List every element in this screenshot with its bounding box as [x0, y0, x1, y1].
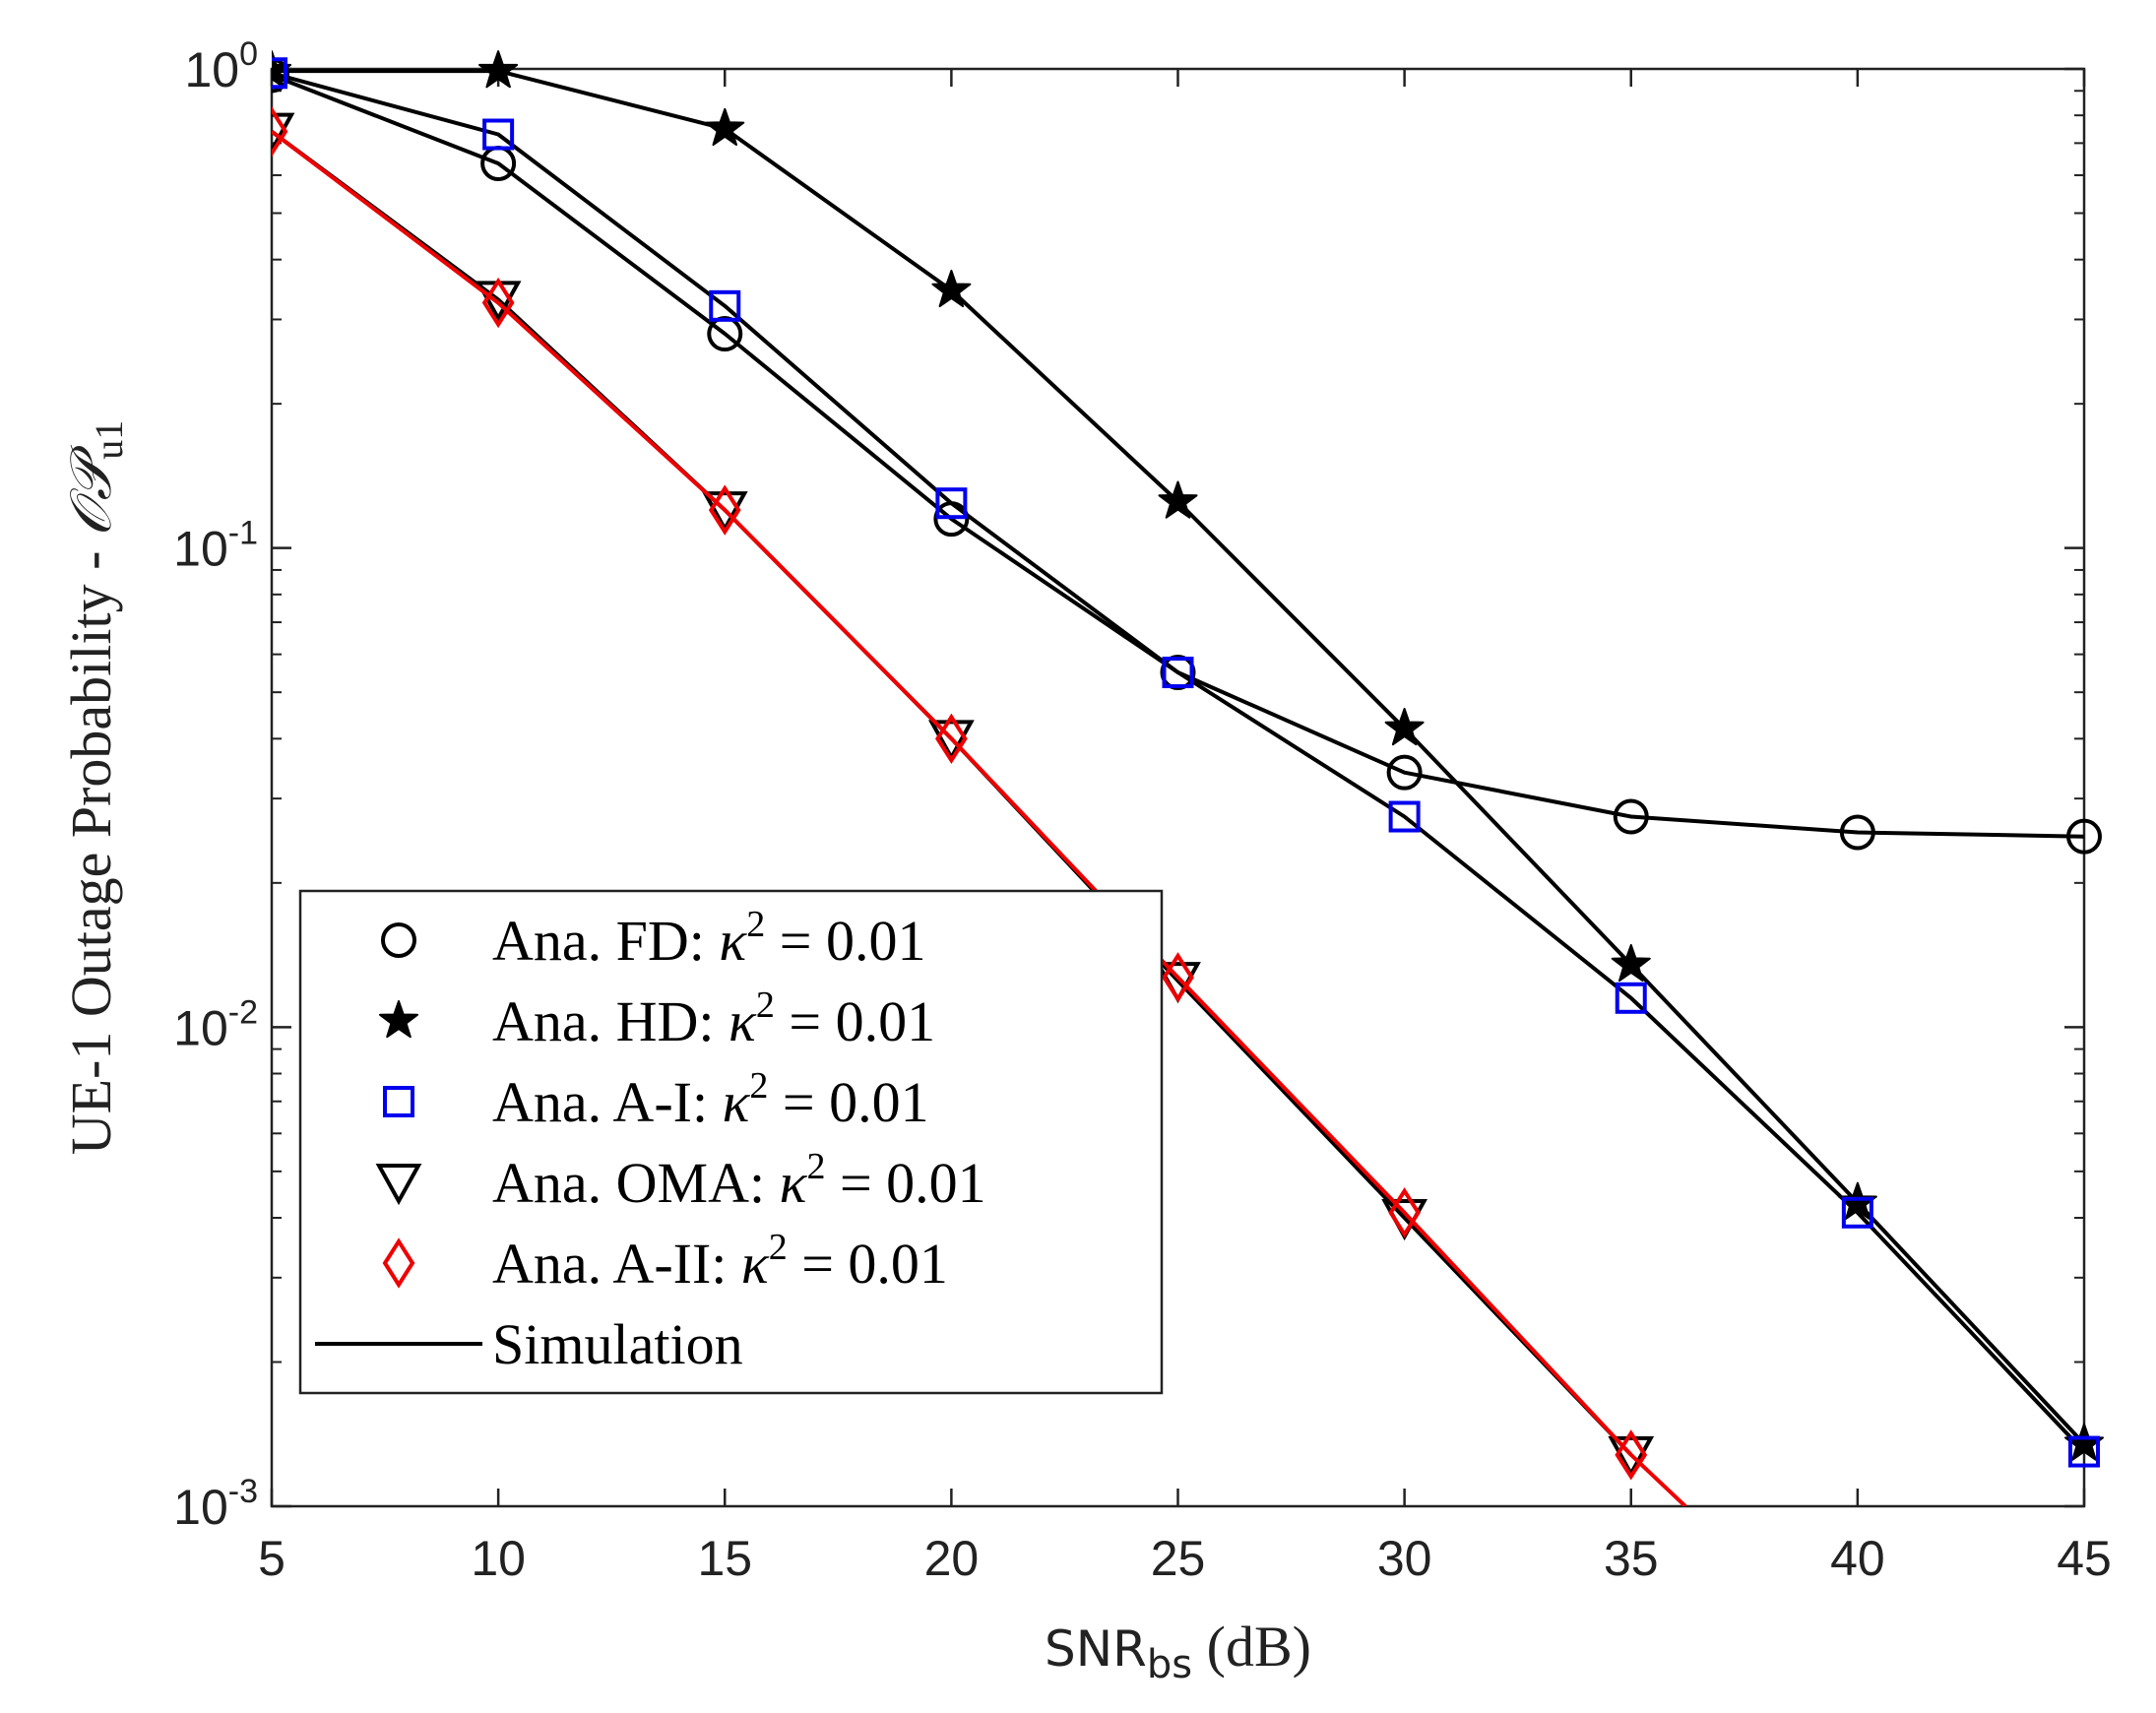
data-point-marker [478, 50, 519, 89]
legend-marker [379, 1000, 418, 1039]
data-point-marker [709, 289, 741, 322]
series-line [272, 71, 2086, 1453]
x-tick-label: 15 [697, 1531, 752, 1586]
legend-entry-label: Ana. OMA: κ2 = 0.01 [492, 1146, 986, 1215]
x-tick-label: 10 [471, 1531, 526, 1586]
legend-marker [383, 1086, 414, 1117]
data-point-marker [701, 491, 748, 534]
axes-group: 5 10 15 20 25 30 35 40 45 100 10-1 10-2 10-3 [173, 35, 2112, 1586]
data-point-marker [931, 269, 972, 308]
x-tick-label: 45 [2057, 1531, 2112, 1586]
series-ana-a-ii [272, 105, 1687, 1506]
legend-entry-label: Ana. A-I: κ2 = 0.01 [492, 1065, 929, 1134]
data-point-marker [1613, 798, 1649, 835]
series-group [272, 50, 2104, 1506]
legend-marker [375, 1164, 422, 1206]
x-tick-label: 20 [924, 1531, 980, 1586]
data-point-marker [481, 277, 515, 329]
x-tick-label: 35 [1604, 1531, 1659, 1586]
data-point-marker [935, 713, 968, 765]
y-tick-label: 100 [184, 35, 258, 97]
data-point-marker [272, 112, 295, 155]
series-line [272, 130, 1687, 1506]
data-point-marker [1162, 952, 1194, 1003]
x-tick-label: 5 [258, 1531, 285, 1586]
data-point-marker [1608, 1435, 1655, 1478]
data-point-marker [1841, 1196, 1873, 1229]
data-point-marker [482, 118, 515, 151]
data-point-marker [2066, 818, 2102, 855]
data-point-marker [1615, 1429, 1648, 1481]
data-point-marker [1388, 800, 1421, 833]
data-point-marker [2068, 1435, 2100, 1468]
x-tick-label: 25 [1151, 1531, 1206, 1586]
legend-entry-label: Ana. FD: κ2 = 0.01 [492, 904, 925, 973]
data-point-marker [927, 720, 975, 762]
data-point-marker [935, 487, 968, 520]
data-point-marker [1162, 657, 1194, 689]
x-tick-label: 30 [1377, 1531, 1432, 1586]
data-point-marker [1386, 754, 1423, 791]
y-tick-label: 10-1 [173, 515, 258, 577]
legend-marker [382, 1237, 415, 1289]
legend-entry-label: Ana. A-II: κ2 = 0.01 [492, 1227, 948, 1296]
data-point-marker [272, 57, 287, 90]
series-ana-hd [272, 50, 2104, 1461]
data-point-marker [272, 105, 288, 158]
data-point-marker [1611, 943, 1651, 983]
legend-box [298, 889, 1164, 1395]
data-point-marker [705, 107, 745, 146]
data-point-marker [1615, 982, 1647, 1014]
series-ana-a-i [272, 57, 2100, 1468]
data-point-marker [708, 484, 741, 536]
legend-marker [381, 922, 416, 958]
data-point-marker [1388, 1187, 1421, 1238]
data-point-marker [1384, 708, 1425, 746]
x-tick-label: 40 [1830, 1531, 1885, 1586]
y-axis-title: UE-1 Outage Probability - 𝒪𝒫u1 [59, 420, 131, 1156]
legend-simulation-label: Simulation [492, 1312, 743, 1376]
y-tick-label: 10-3 [173, 1473, 258, 1535]
data-point-marker [1839, 814, 1875, 851]
legend: Ana. FD: κ2 = 0.01 Ana. HD: κ2 = 0.01 Ana.… [298, 889, 1164, 1395]
data-point-marker [1158, 480, 1198, 519]
axis-titles: SNRbs (dB) UE-1 Outage Probability - 𝒪𝒫u1 [59, 420, 1311, 1687]
y-tick-label: 10-2 [173, 993, 258, 1055]
legend-entry-label: Ana. HD: κ2 = 0.01 [492, 984, 935, 1053]
x-axis-title: SNRbs (dB) [1045, 1615, 1311, 1687]
